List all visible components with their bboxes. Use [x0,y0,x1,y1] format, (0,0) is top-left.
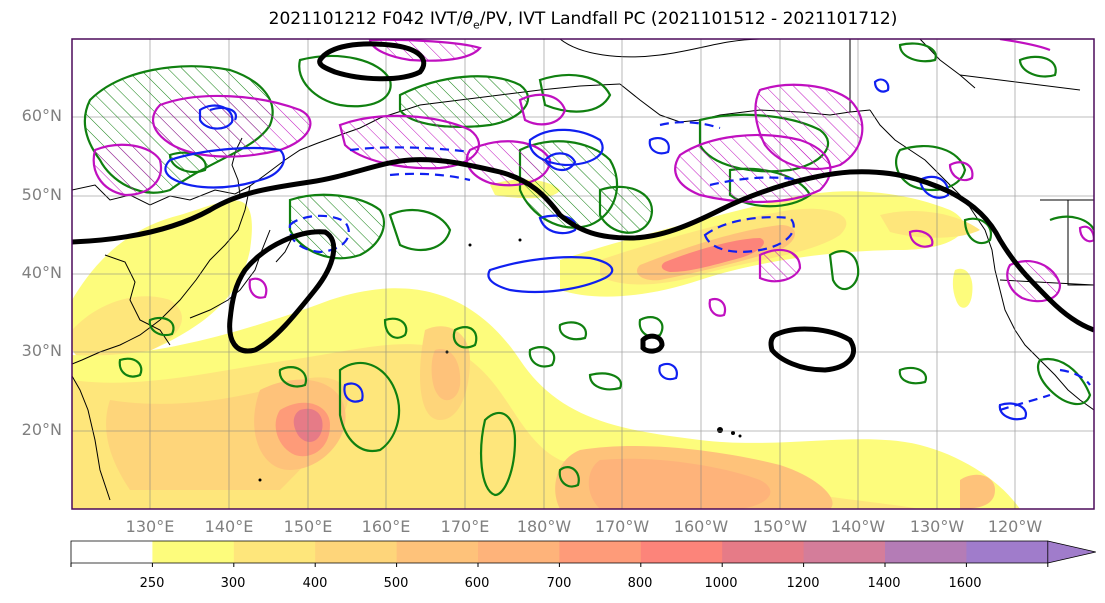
theta-e-contours [164,78,1028,421]
colorbar-label-600: 600 [464,576,490,591]
colorbar-label-700: 700 [546,576,572,591]
colorbar-segment [559,541,642,563]
colorbar-segment [640,541,723,563]
colorbar-label-800: 800 [627,576,653,591]
theta-e-dashed [288,121,1091,412]
colorbar-segment [885,541,967,563]
lon-label-140e: 140°E [204,517,254,536]
colorbar-label-300: 300 [220,576,246,591]
colorbar-segments [70,540,1096,564]
colorbar-segment [233,541,316,563]
colorbar-segment [722,541,805,563]
colorbar-label-250: 250 [139,576,165,591]
colorbar-segment [71,541,153,563]
lat-label-20n: 20°N [21,420,62,439]
lon-label-170e: 170°E [440,517,490,536]
map-area [72,39,1094,509]
lon-label-120w: 120°W [987,517,1043,536]
lat-label-60n: 60°N [21,106,62,125]
lat-label-30n: 30°N [21,341,62,360]
colorbar-ticks [70,563,1049,567]
lon-label-170w: 170°W [594,517,650,536]
colorbar-label-1000: 1000 [704,576,738,591]
lon-label-160e: 160°E [361,517,411,536]
lon-label-130e: 130°E [125,517,175,536]
colorbar-segment [478,541,560,563]
lat-label-40n: 40°N [21,263,62,282]
colorbar-segment [803,541,886,563]
map-title: 2021101212 F042 IVT/θe/PV, IVT Landfall … [268,9,898,32]
colorbar-label-1200: 1200 [786,576,820,591]
colorbar-label-1400: 1400 [867,576,901,591]
islands [258,238,742,482]
black-contours [72,41,1094,373]
ivt-shading [72,179,1020,509]
colorbar-label-1600: 1600 [948,576,982,591]
lat-label-50n: 50°N [21,185,62,204]
colorbar-segment [396,541,479,563]
lon-label-160w: 160°W [673,517,729,536]
lon-label-150e: 150°E [283,517,333,536]
colorbar-label-400: 400 [302,576,328,591]
colorbar-segment [152,541,235,563]
lon-label-180w: 180°W [516,517,572,536]
colorbar-segment [315,541,398,563]
colorbar-segment [966,541,1049,563]
colorbar-label-500: 500 [383,576,409,591]
lon-label-150w: 150°W [752,517,808,536]
colorbar-extend-arrow [1047,540,1096,564]
lon-label-130w: 130°W [909,517,965,536]
lon-label-140w: 140°W [830,517,886,536]
map-frame [71,38,1095,510]
